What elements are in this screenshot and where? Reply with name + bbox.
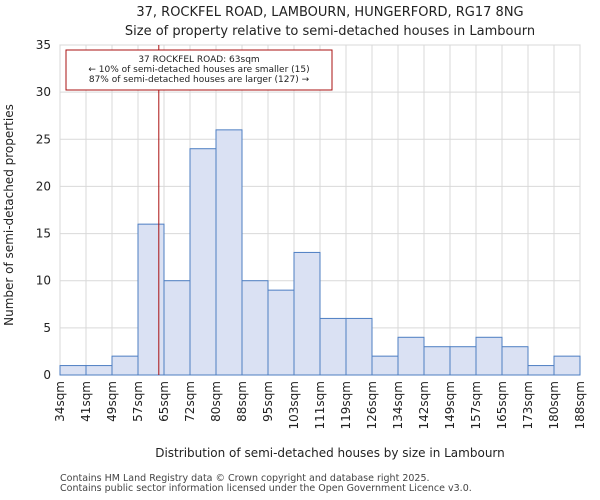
x-tick-label: 111sqm xyxy=(313,381,327,429)
bar-34sqm xyxy=(59,365,87,376)
bar-157sqm xyxy=(475,336,503,376)
chart-title-line-2: Size of property relative to semi-detach… xyxy=(125,24,535,39)
y-axis-label: Number of semi-detached properties xyxy=(2,104,16,326)
property-marker: 37 ROCKFEL ROAD: 63sqm← 10% of semi-deta… xyxy=(65,45,333,375)
bar-95sqm xyxy=(267,289,295,376)
annotation-line-3: 87% of semi-detached houses are larger (… xyxy=(89,75,310,85)
bar-173sqm xyxy=(527,365,555,376)
bar-103sqm xyxy=(293,251,321,376)
bar-165sqm xyxy=(501,346,529,376)
bar-41sqm xyxy=(85,365,113,376)
y-tick-label: 10 xyxy=(36,274,51,288)
x-tick-label: 103sqm xyxy=(287,381,301,429)
y-tick-label: 5 xyxy=(43,321,51,335)
bar-119sqm xyxy=(345,317,373,376)
x-tick-label: 157sqm xyxy=(469,381,483,429)
x-tick-label: 188sqm xyxy=(573,381,587,429)
y-axis-ticks: 0 5 10 15 20 25 30 35 xyxy=(36,38,51,382)
x-tick-label: 72sqm xyxy=(183,381,197,422)
x-tick-label: 126sqm xyxy=(365,381,379,429)
bar-111sqm xyxy=(319,317,347,376)
x-tick-label: 149sqm xyxy=(443,381,457,429)
bar-65sqm xyxy=(163,280,191,376)
x-tick-label: 173sqm xyxy=(521,381,535,429)
y-tick-label: 0 xyxy=(43,368,51,382)
x-tick-label: 180sqm xyxy=(547,381,561,429)
x-axis-label: Distribution of semi-detached houses by … xyxy=(155,446,505,460)
chart-titles: 37, ROCKFEL ROAD, LAMBOURN, HUNGERFORD, … xyxy=(125,5,535,39)
x-tick-label: 80sqm xyxy=(209,381,223,422)
bar-49sqm xyxy=(111,355,139,376)
x-tick-label: 41sqm xyxy=(79,381,93,422)
y-tick-label: 35 xyxy=(36,38,51,52)
y-tick-label: 15 xyxy=(36,227,51,241)
x-tick-label: 142sqm xyxy=(417,381,431,429)
x-tick-label: 165sqm xyxy=(495,381,509,429)
annotation-box xyxy=(65,49,333,91)
x-tick-label: 95sqm xyxy=(261,381,275,422)
bar-80sqm xyxy=(215,129,243,376)
bar-57sqm xyxy=(137,223,165,376)
bar-126sqm xyxy=(371,355,399,376)
bar-134sqm xyxy=(397,336,425,376)
bar-72sqm xyxy=(189,148,217,376)
footer-line-2: Contains public sector information licen… xyxy=(60,483,472,494)
x-tick-label: 119sqm xyxy=(339,381,353,429)
x-axis-ticks: 34sqm 41sqm 49sqm 57sqm 65sqm 72sqm 80sqm 88sqm… xyxy=(53,381,587,429)
annotation-line-1: 37 ROCKFEL ROAD: 63sqm xyxy=(138,55,259,65)
bar-180sqm xyxy=(553,355,581,376)
y-tick-label: 25 xyxy=(36,132,51,146)
chart-title-line-1: 37, ROCKFEL ROAD, LAMBOURN, HUNGERFORD, … xyxy=(136,5,523,20)
bar-149sqm xyxy=(449,346,477,376)
y-tick-label: 20 xyxy=(36,179,51,193)
gridlines xyxy=(59,44,581,376)
footer-line-1: Contains HM Land Registry data © Crown c… xyxy=(60,473,430,484)
x-tick-label: 34sqm xyxy=(53,381,67,422)
y-tick-label: 30 xyxy=(36,85,51,99)
x-tick-label: 65sqm xyxy=(157,381,171,422)
x-tick-label: 49sqm xyxy=(105,381,119,422)
bar-88sqm xyxy=(241,280,269,376)
x-tick-label: 88sqm xyxy=(235,381,249,422)
annotation-line-2: ← 10% of semi-detached houses are smalle… xyxy=(88,65,309,75)
x-tick-label: 57sqm xyxy=(131,381,145,422)
bars xyxy=(59,129,581,376)
x-tick-label: 134sqm xyxy=(391,381,405,429)
bar-142sqm xyxy=(423,346,451,376)
